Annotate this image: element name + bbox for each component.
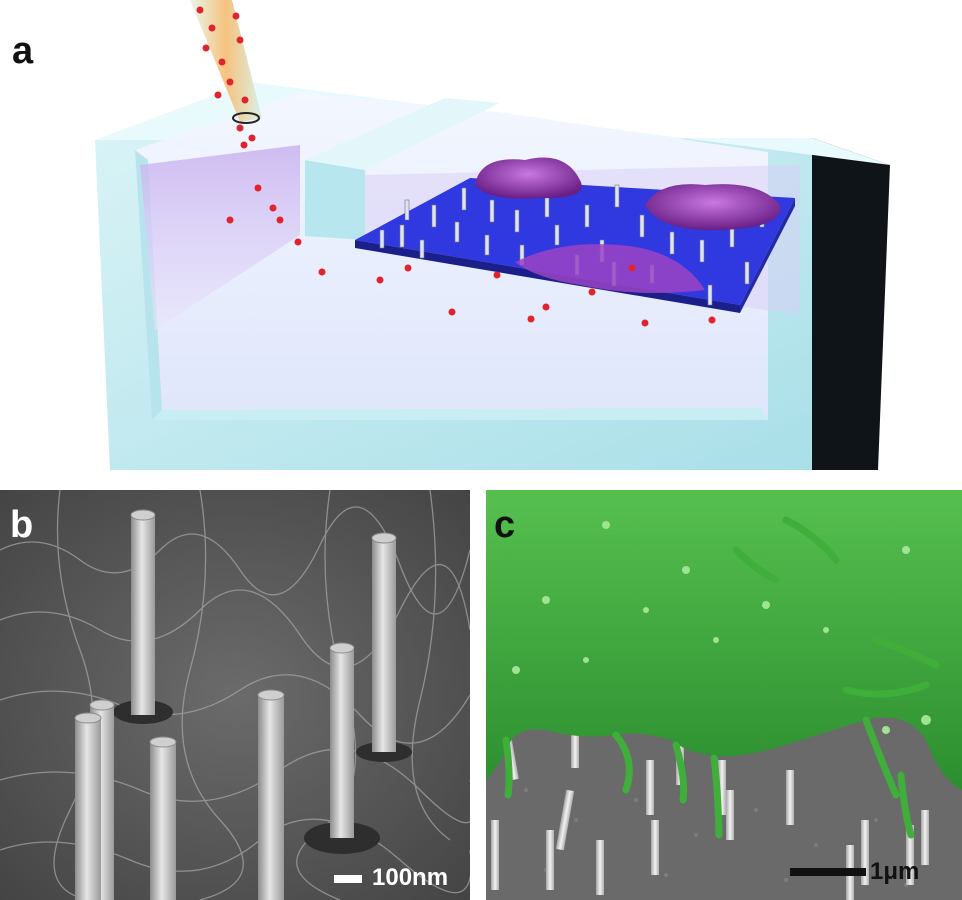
sem-image-c <box>486 490 962 900</box>
filopodia <box>502 516 940 839</box>
medium-liquid <box>140 145 300 330</box>
chamber-schematic <box>95 0 890 470</box>
panel-label-a: a <box>12 30 34 72</box>
scale-bar-c <box>790 868 866 876</box>
membrane-network <box>0 490 470 900</box>
panel-a-chamber-illustration <box>95 0 890 470</box>
sem-image-b <box>0 490 470 900</box>
scale-label-b: 100nm <box>372 864 449 891</box>
panel-b-sem-nanopillars: 100nm <box>0 490 470 900</box>
particles <box>196 6 716 327</box>
panel-label-c: c <box>494 504 516 546</box>
cells <box>475 157 781 294</box>
panel-label-b: b <box>10 504 34 546</box>
cell-1 <box>475 157 582 199</box>
pipette <box>190 0 262 124</box>
scale-label-c: 1μm <box>870 858 920 885</box>
cell-3 <box>515 244 705 294</box>
nanopillars-b <box>74 509 412 900</box>
cell-2 <box>645 184 781 231</box>
panel-c-sem-cell: 1μm <box>486 490 962 900</box>
cell-membrane <box>486 490 962 839</box>
scale-bar-b <box>334 875 362 883</box>
microvilli <box>512 521 931 734</box>
